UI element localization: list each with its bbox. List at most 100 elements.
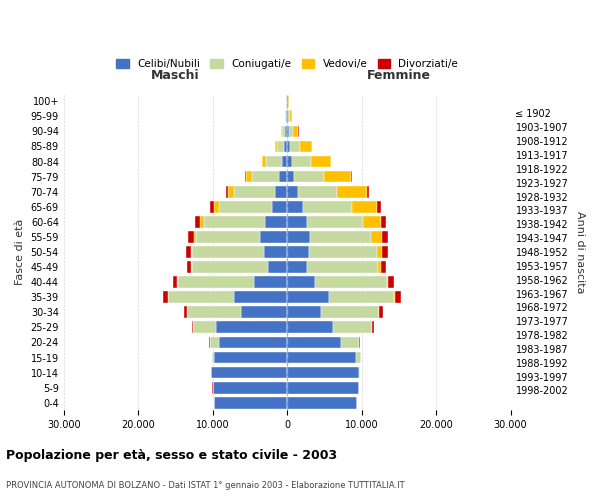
Bar — [233, 292, 287, 303]
Bar — [388, 276, 394, 288]
Bar — [356, 352, 361, 364]
Bar — [286, 126, 287, 138]
Text: Popolazione per età, sesso e stato civile - 2003: Popolazione per età, sesso e stato civil… — [6, 450, 337, 462]
Bar — [287, 366, 359, 378]
Bar — [163, 292, 168, 303]
Bar — [287, 170, 294, 182]
Bar — [290, 140, 300, 152]
Bar — [372, 322, 374, 333]
Bar — [311, 156, 331, 168]
Bar — [378, 261, 381, 273]
Bar — [245, 170, 246, 182]
Bar — [293, 126, 298, 138]
Bar — [287, 126, 289, 138]
Bar — [268, 261, 287, 273]
Bar — [287, 397, 357, 408]
Bar — [377, 246, 382, 258]
Bar — [193, 322, 217, 333]
Bar — [294, 170, 324, 182]
Bar — [204, 216, 265, 228]
Bar — [196, 216, 200, 228]
Bar — [324, 170, 351, 182]
Bar — [287, 352, 356, 364]
Bar — [371, 231, 382, 243]
Bar — [184, 306, 187, 318]
Bar — [279, 170, 287, 182]
Bar — [275, 140, 277, 152]
Bar — [266, 156, 282, 168]
Text: PROVINCIA AUTONOMA DI BOLZANO - Dati ISTAT 1° gennaio 2003 - Elaborazione TUTTIT: PROVINCIA AUTONOMA DI BOLZANO - Dati IST… — [6, 481, 404, 490]
Bar — [196, 231, 260, 243]
Bar — [287, 382, 359, 394]
Bar — [379, 306, 383, 318]
Bar — [289, 126, 293, 138]
Y-axis label: Anni di nascita: Anni di nascita — [575, 210, 585, 293]
Bar — [382, 246, 388, 258]
Bar — [186, 246, 191, 258]
Bar — [381, 261, 386, 273]
Bar — [192, 261, 268, 273]
Bar — [272, 201, 287, 212]
Bar — [381, 216, 386, 228]
Bar — [210, 336, 218, 348]
Bar — [260, 231, 287, 243]
Bar — [228, 186, 233, 198]
Bar — [194, 231, 196, 243]
Bar — [284, 140, 287, 152]
Bar — [315, 276, 387, 288]
Bar — [307, 216, 363, 228]
Bar — [309, 246, 377, 258]
Bar — [281, 126, 282, 138]
Bar — [264, 246, 287, 258]
Bar — [217, 322, 287, 333]
Bar — [287, 261, 307, 273]
Bar — [351, 170, 352, 182]
Text: Femmine: Femmine — [367, 68, 431, 82]
Bar — [168, 292, 233, 303]
Bar — [277, 140, 284, 152]
Bar — [282, 126, 286, 138]
Bar — [254, 276, 287, 288]
Bar — [394, 292, 395, 303]
Bar — [218, 336, 287, 348]
Bar — [262, 156, 266, 168]
Bar — [192, 322, 193, 333]
Text: Maschi: Maschi — [151, 68, 200, 82]
Bar — [275, 186, 287, 198]
Bar — [173, 276, 178, 288]
Bar — [214, 201, 218, 212]
Bar — [226, 186, 228, 198]
Y-axis label: Fasce di età: Fasce di età — [15, 219, 25, 285]
Bar — [286, 110, 287, 122]
Bar — [377, 201, 381, 212]
Bar — [187, 306, 241, 318]
Bar — [287, 246, 309, 258]
Legend: Celibi/Nubili, Coniugati/e, Vedovi/e, Divorziati/e: Celibi/Nubili, Coniugati/e, Vedovi/e, Di… — [112, 54, 463, 73]
Bar — [287, 231, 310, 243]
Bar — [188, 231, 194, 243]
Bar — [233, 186, 275, 198]
Bar — [363, 216, 381, 228]
Bar — [282, 156, 287, 168]
Bar — [310, 231, 371, 243]
Bar — [214, 397, 287, 408]
Bar — [200, 216, 204, 228]
Bar — [211, 366, 287, 378]
Bar — [395, 292, 401, 303]
Bar — [287, 292, 329, 303]
Bar — [287, 306, 322, 318]
Bar — [352, 201, 377, 212]
Bar — [265, 216, 287, 228]
Bar — [287, 336, 341, 348]
Bar — [218, 201, 272, 212]
Bar — [341, 336, 359, 348]
Bar — [287, 322, 334, 333]
Bar — [287, 140, 290, 152]
Bar — [214, 352, 287, 364]
Bar — [334, 322, 372, 333]
Bar — [329, 292, 394, 303]
Bar — [287, 276, 315, 288]
Bar — [252, 170, 279, 182]
Bar — [287, 216, 307, 228]
Bar — [303, 201, 352, 212]
